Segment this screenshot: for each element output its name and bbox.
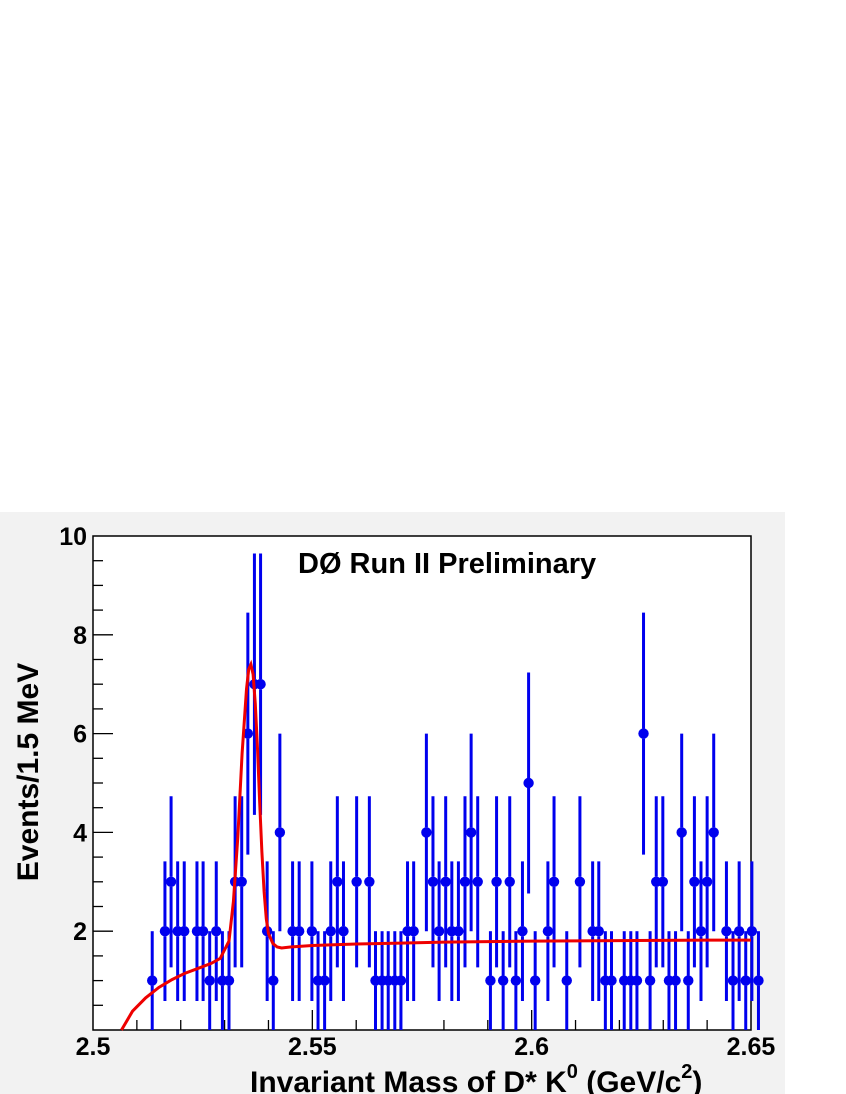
- data-point: [740, 975, 751, 986]
- y-axis-ticks: [93, 560, 113, 1006]
- data-point: [638, 728, 649, 739]
- data-point: [147, 975, 158, 986]
- x-axis-title-sup2: 2: [681, 1061, 692, 1083]
- x-tick-label: 2.65: [727, 1033, 776, 1061]
- data-point: [708, 827, 719, 838]
- data-point: [223, 975, 235, 986]
- data-point: [453, 926, 464, 937]
- data-point: [644, 975, 656, 986]
- data-point: [504, 876, 515, 887]
- data-point: [670, 975, 681, 986]
- data-point: [753, 975, 764, 986]
- data-point: [242, 728, 254, 739]
- data-point: [319, 975, 330, 986]
- data-point: [159, 926, 171, 937]
- data-point: [606, 975, 617, 986]
- data-point: [548, 876, 560, 887]
- y-tick-label: 6: [73, 721, 87, 749]
- x-tick-label: 2.55: [288, 1033, 337, 1061]
- y-tick-label: 8: [73, 622, 87, 650]
- data-point: [683, 975, 694, 986]
- data-point: [332, 876, 343, 887]
- data-point: [364, 876, 375, 887]
- data-point: [657, 876, 669, 887]
- data-point: [733, 926, 745, 937]
- data-point: [197, 926, 209, 937]
- data-point: [211, 926, 222, 937]
- data-point: [631, 975, 643, 986]
- data-point: [542, 926, 554, 937]
- data-point: [523, 777, 534, 789]
- data-point: [593, 926, 604, 937]
- data-point: [440, 876, 451, 887]
- data-point: [268, 975, 279, 986]
- data-point: [179, 926, 190, 937]
- data-point: [338, 926, 349, 937]
- error-bars: [150, 553, 760, 1030]
- data-point: [395, 975, 407, 986]
- x-axis-tick-labels: 2.5 2.55 2.6 2.65: [76, 1033, 776, 1061]
- y-tick-label: 4: [73, 819, 87, 847]
- x-tick-label: 2.6: [514, 1033, 549, 1061]
- data-point: [491, 876, 502, 887]
- data-point: [293, 926, 305, 937]
- fit-curve: [120, 659, 751, 1031]
- data-point: [695, 926, 707, 937]
- data-point: [459, 876, 471, 887]
- data-point: [204, 975, 215, 986]
- x-axis-title-mid: (GeV/c: [578, 1066, 681, 1094]
- x-axis-title-sup1: 0: [567, 1061, 578, 1083]
- data-point: [465, 827, 477, 838]
- data-point: [236, 876, 247, 887]
- data-point: [517, 926, 528, 937]
- data-point: [472, 876, 483, 887]
- y-tick-label: 2: [73, 918, 87, 946]
- y-axis-title: Events/1.5 MeV: [12, 663, 45, 881]
- data-points: [147, 679, 764, 986]
- plot-frame: [92, 535, 752, 1031]
- data-point: [325, 926, 336, 937]
- data-point: [485, 975, 496, 986]
- x-axis-title-end: ): [692, 1066, 702, 1094]
- data-point: [165, 876, 177, 887]
- data-point: [351, 876, 362, 887]
- data-point: [274, 827, 286, 838]
- data-point: [529, 975, 541, 986]
- preliminary-annotation: DØ Run II Preliminary: [298, 548, 596, 580]
- y-axis-tick-labels: 2 4 6 8 10: [59, 523, 87, 946]
- data-point: [427, 876, 439, 887]
- x-tick-label: 2.5: [76, 1033, 111, 1061]
- data-point: [408, 926, 419, 937]
- data-point: [676, 827, 687, 838]
- data-point: [510, 975, 522, 986]
- data-point: [421, 827, 432, 838]
- data-point: [433, 926, 445, 937]
- y-tick-label: 10: [59, 523, 87, 551]
- data-point: [689, 876, 700, 887]
- data-point: [721, 926, 732, 937]
- x-axis-title: Invariant Mass of D* K0 (GeV/c2): [250, 1061, 702, 1094]
- x-axis-title-main: Invariant Mass of D* K: [250, 1066, 567, 1094]
- data-point: [746, 926, 758, 937]
- data-point: [306, 926, 318, 937]
- data-point: [574, 876, 586, 887]
- data-point: [255, 679, 266, 690]
- data-point: [727, 975, 739, 986]
- data-point: [497, 975, 509, 986]
- data-point: [701, 876, 713, 887]
- data-point: [561, 975, 572, 986]
